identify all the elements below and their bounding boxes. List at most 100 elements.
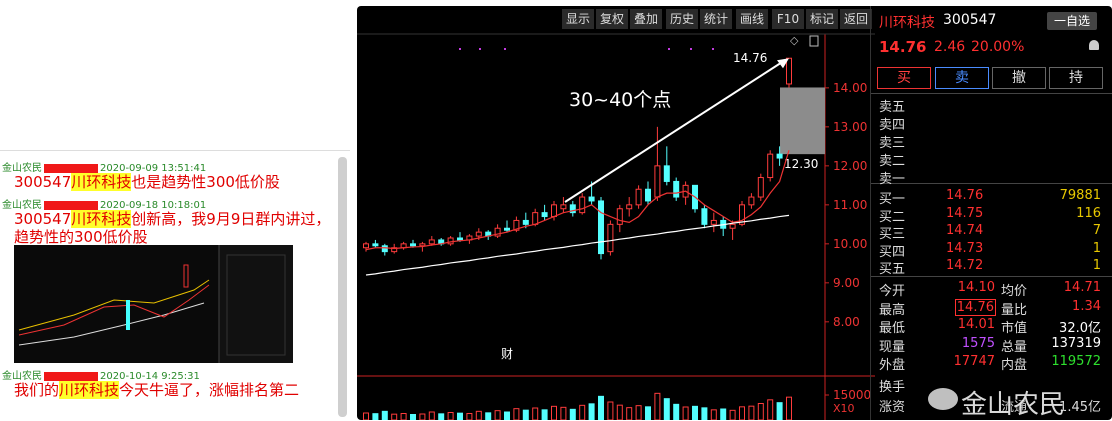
text: 我们的 [14,381,60,399]
icon[interactable] [809,35,819,47]
volume-bar [466,413,473,420]
y-tick-label: 9.00 [833,276,860,290]
toolbar-button[interactable]: F10 [772,9,804,29]
volume-bar [710,409,717,420]
bid-label: 买二 [879,209,906,225]
toolbar-button[interactable]: 叠加 [630,9,662,29]
separator [871,183,1112,184]
icon[interactable]: ◇ [790,34,799,47]
action-button[interactable]: 卖 [935,67,989,89]
candle-body [560,204,567,210]
volume-bar [626,407,633,420]
bid-volume: 116 [1076,205,1101,221]
candle-body [607,223,614,253]
stat-value: 119572 [1051,354,1101,369]
candle-body [710,219,717,225]
y-tick-label: 13.00 [833,120,867,134]
candle-body [504,227,510,231]
time: 2020-10-14 9:25:31 [100,371,200,382]
ask-label: 卖一 [879,172,906,187]
stat-label: 外盘 [879,358,906,373]
sender: 金山农民 [2,371,42,382]
watch-button[interactable]: 一自选 [1047,12,1097,30]
volume-bar [438,413,445,420]
toolbar-button[interactable]: 历史 [666,9,698,29]
toolbar-button[interactable]: 显示 [562,9,594,29]
event-label: 财 [501,347,513,361]
scrollbar[interactable] [338,157,347,417]
price: 14.76 [879,38,927,56]
y-tick-label: 10.00 [833,237,867,251]
message: 300547川环科技创新高，我9月9日群内讲过，趋势性的300低价股 [14,210,332,246]
annotation: 30~40个点 [569,89,671,111]
volume-bar [654,392,661,420]
volume-bar [739,406,745,420]
image-thumbnail [14,245,293,363]
ask-label: 卖三 [879,136,906,151]
candle-body [532,212,539,225]
message: 我们的川环科技今天牛逼了，涨幅排名第二 [14,381,332,399]
volume-bar [551,405,557,420]
candle-body [729,223,736,229]
candle-body [579,196,586,214]
toolbar-button[interactable]: 画线 [736,9,768,29]
volume-bar [475,410,482,420]
action-button[interactable]: 买 [877,67,931,89]
volume-bar [494,410,501,420]
stat-label: 最低 [879,321,906,336]
volume-bar [786,396,792,420]
volume-bar [579,404,586,420]
volume-bar [560,406,567,420]
candle-body [588,196,595,202]
stat-label: 换手 [879,380,906,395]
volume-bar [372,413,379,420]
volume-bar [447,412,454,420]
volume-bar [513,408,520,420]
candle-body [757,177,764,198]
stat-label: 今开 [879,284,906,299]
volume-bar [720,408,727,420]
volume-bar [428,411,435,420]
stat-label: 市值 [1001,321,1028,336]
stat-label: 涨资 [879,400,906,415]
volume-unit: X10 [833,402,855,415]
volume-bar [682,406,689,420]
bid-label: 买三 [879,227,906,242]
change-pct: 20.00% [971,39,1025,55]
volume-bar [410,414,416,420]
toolbar-button[interactable]: 复权 [596,9,628,29]
volume-bar [635,405,642,420]
volume-bar [363,412,369,420]
volume-bar [419,413,426,420]
volume-bar [645,406,651,420]
arrow-head [777,58,789,69]
bid-price: 14.75 [946,205,984,221]
action-button[interactable]: 持 [1049,67,1103,89]
bid-price: 14.76 [946,188,984,203]
volume-bar [485,412,492,420]
stat-label: 现量 [879,339,906,355]
toolbar-button[interactable]: 统计 [700,9,732,29]
watermark-logo [928,388,958,410]
candle-body [776,153,783,159]
toolbar-button[interactable]: 标记 [806,9,838,29]
candle-body [673,180,680,198]
stat-label: 均价 [1001,284,1028,299]
ask-label: 卖四 [879,118,906,133]
moving-average [365,150,790,251]
volume-bar [748,405,755,420]
msg-header: 金山农民 2020-09-09 13:51:41 [2,159,206,174]
action-button[interactable]: 撤 [992,67,1046,89]
toolbar-button[interactable]: 返回 [840,9,872,29]
volume-bar [532,407,539,420]
text: 300547 [14,210,72,228]
candle-body [363,243,369,249]
message: 300547川环科技也是趋势性300低价股 [14,173,332,191]
stock-name: 川环科技 [879,15,935,31]
volume-bar [598,395,604,420]
bid-volume: 79881 [1059,188,1101,203]
candle-body [522,219,529,225]
candle-body [654,165,661,198]
stock-code: 300547 [943,12,997,28]
